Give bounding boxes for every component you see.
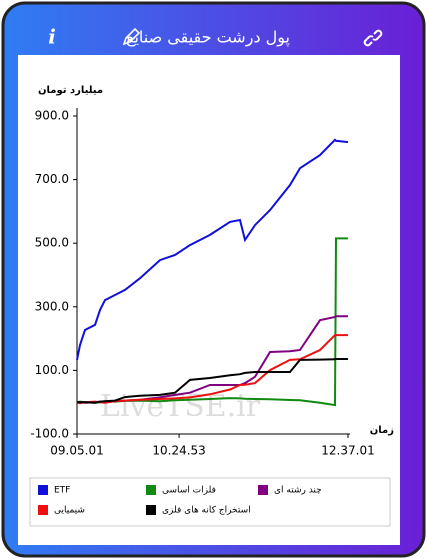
- legend-swatch: [38, 505, 48, 515]
- link-icon[interactable]: [363, 29, 383, 47]
- x-axis-label: زمان: [370, 425, 394, 436]
- chart-panel: [18, 55, 400, 545]
- series-line: [76, 138, 349, 361]
- legend-swatch: [146, 485, 156, 495]
- x-tick-label: 09.05.01: [50, 444, 103, 458]
- y-tick-label: 100.0: [35, 363, 69, 377]
- legend-box: [29, 477, 391, 527]
- y-tick-label: -100.0: [30, 427, 69, 441]
- legend-swatch: [146, 505, 156, 515]
- y-tick-label: 900.0: [35, 109, 69, 123]
- y-tick-label: 700.0: [35, 172, 69, 186]
- legend-label: فلزات اساسی: [162, 486, 216, 496]
- edit-icon[interactable]: [122, 27, 141, 46]
- legend-label: استخراج کانه های فلزی: [162, 506, 251, 516]
- y-axis-label: میلیارد تومان: [38, 85, 103, 96]
- series-line: [77, 358, 348, 404]
- y-tick-label: 500.0: [35, 236, 69, 250]
- y-tick-label: 300.0: [35, 299, 69, 313]
- legend-swatch: [258, 485, 268, 495]
- legend-label: ETF: [54, 486, 70, 496]
- x-tick-label: 10.24.53: [152, 444, 205, 458]
- legend-swatch: [38, 485, 48, 495]
- legend-label: چند رشته ای: [274, 486, 322, 496]
- header-title: پول درشت حقیقی صنایع: [126, 28, 290, 48]
- info-icon[interactable]: i: [48, 25, 56, 49]
- x-tick-label: 12.37.01: [321, 444, 374, 458]
- legend-label: شیمیایی: [54, 506, 85, 516]
